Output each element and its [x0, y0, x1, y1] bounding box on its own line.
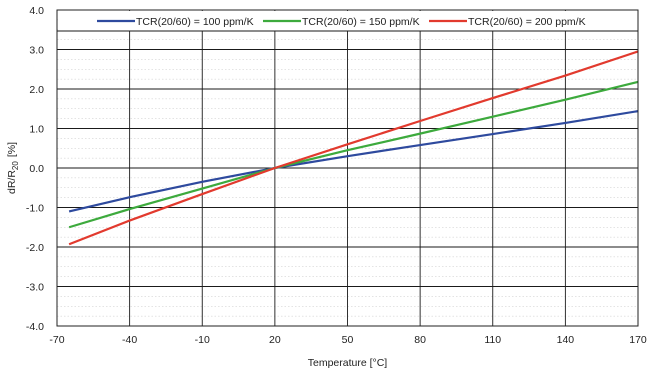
y-axis-title-unit: [%] — [6, 142, 18, 157]
x-axis-ticks: -70 -40 -10 20 50 80 110 140 170 — [49, 334, 647, 346]
series-layer — [68, 50, 639, 246]
y-tick-label: -4.0 — [26, 321, 44, 333]
y-axis-ticks: -4.0 -3.0 -2.0 -1.0 0.0 1.0 2.0 3.0 4.0 — [26, 5, 44, 333]
x-tick-label: 140 — [557, 334, 575, 346]
major-grid — [56, 9, 639, 327]
x-tick-label: -40 — [122, 334, 137, 346]
y-tick-label: 2.0 — [29, 84, 44, 96]
x-tick-label: 50 — [342, 334, 354, 346]
y-axis-title: dR/R20 [%] — [6, 142, 20, 194]
x-tick-label: -70 — [49, 334, 64, 346]
legend-label-3: TCR(20/60) = 200 ppm/K — [468, 16, 586, 28]
y-tick-label: 4.0 — [29, 5, 44, 17]
y-tick-label: -3.0 — [26, 282, 44, 294]
legend-label-1: TCR(20/60) = 100 ppm/K — [136, 16, 254, 28]
series-line-2 — [68, 80, 639, 229]
series-line-3 — [68, 50, 639, 246]
legend-label-2: TCR(20/60) = 150 ppm/K — [302, 16, 420, 28]
y-axis-title-sub: 20 — [11, 161, 20, 170]
plot-frame — [56, 9, 639, 327]
x-tick-label: 170 — [629, 334, 647, 346]
series-line-1 — [68, 110, 639, 213]
x-tick-label: 80 — [414, 334, 426, 346]
x-tick-label: -10 — [195, 334, 210, 346]
y-tick-label: 3.0 — [29, 45, 44, 57]
x-tick-label: 110 — [484, 334, 501, 346]
legend: TCR(20/60) = 100 ppm/K TCR(20/60) = 150 p… — [57, 11, 638, 32]
y-tick-label: 0.0 — [29, 163, 44, 175]
y-tick-label: -2.0 — [26, 242, 44, 254]
x-axis-title: Temperature [°C] — [308, 357, 388, 369]
y-tick-label: 1.0 — [29, 124, 44, 136]
x-tick-label: 20 — [269, 334, 281, 346]
y-axis-title-main: dR/R — [6, 170, 18, 194]
legend-background — [58, 11, 637, 31]
y-tick-label: -1.0 — [26, 203, 44, 215]
